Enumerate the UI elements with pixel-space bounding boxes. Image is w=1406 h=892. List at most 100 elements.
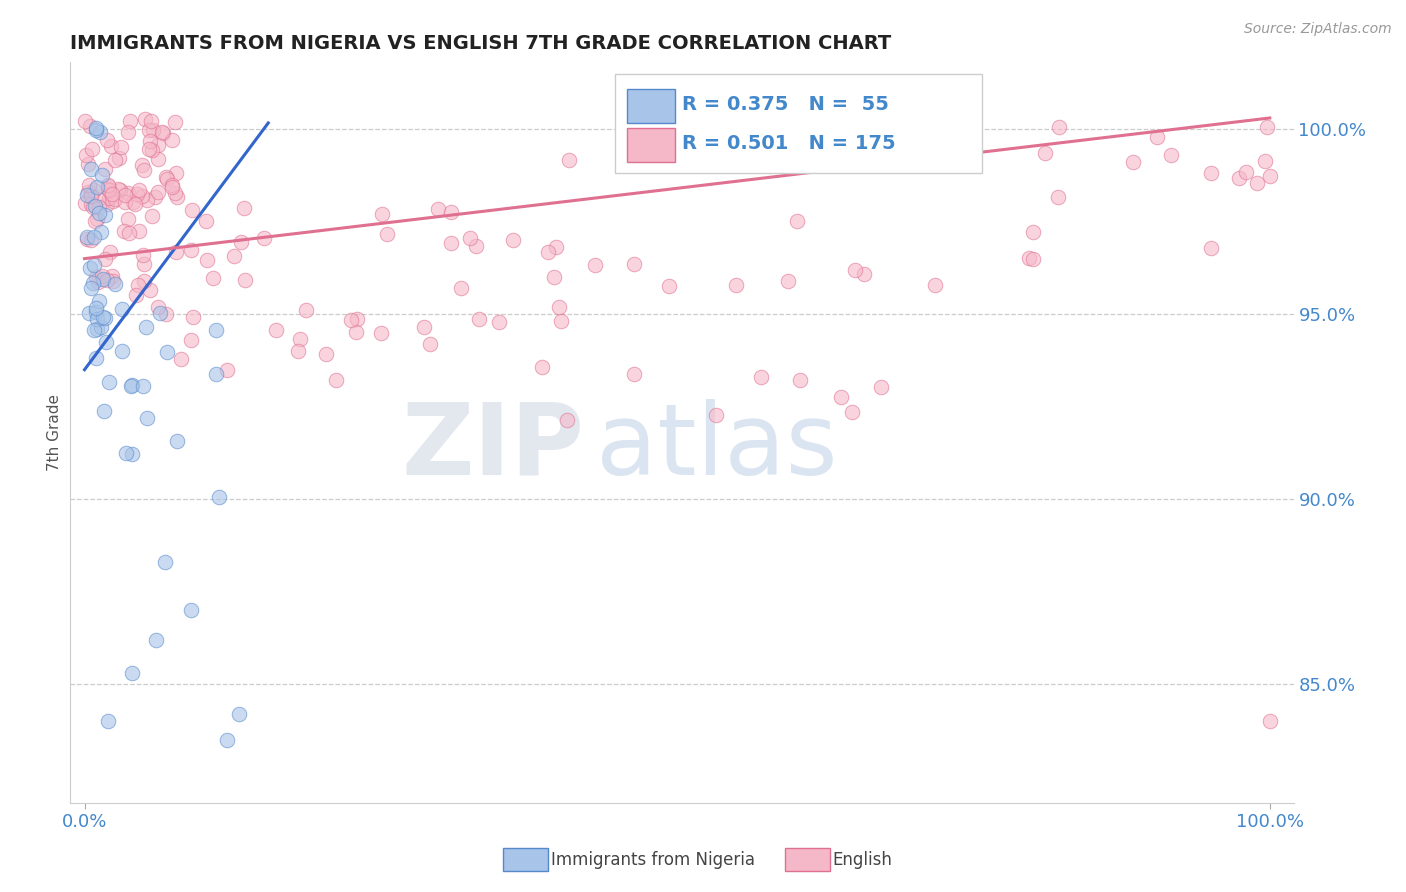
- Point: [841, 404, 863, 418]
- Point: [488, 315, 510, 329]
- Point: [131, 189, 153, 203]
- Point: [138, 283, 160, 297]
- Point: [114, 446, 136, 460]
- Point: [135, 320, 157, 334]
- Point: [583, 258, 606, 272]
- Point: [79, 281, 101, 295]
- Point: [641, 124, 664, 138]
- Point: [79, 188, 101, 202]
- Point: [232, 201, 254, 215]
- Point: [215, 362, 238, 376]
- Point: [110, 140, 132, 154]
- Point: [134, 274, 156, 288]
- Text: IMMIGRANTS FROM NIGERIA VS ENGLISH 7TH GRADE CORRELATION CHART: IMMIGRANTS FROM NIGERIA VS ENGLISH 7TH G…: [70, 34, 891, 53]
- Point: [852, 268, 875, 282]
- Point: [84, 120, 107, 135]
- Point: [112, 224, 135, 238]
- Point: [111, 344, 134, 359]
- Point: [83, 230, 105, 244]
- Point: [83, 323, 105, 337]
- Point: [468, 312, 491, 326]
- Point: [79, 261, 101, 276]
- Text: English: English: [832, 851, 893, 869]
- Point: [132, 257, 155, 271]
- Point: [195, 253, 218, 268]
- Point: [547, 300, 569, 314]
- Point: [96, 273, 118, 287]
- Point: [143, 190, 166, 204]
- Point: [134, 112, 156, 127]
- Point: [89, 125, 111, 139]
- Point: [1146, 130, 1168, 145]
- Point: [146, 137, 169, 152]
- Point: [83, 183, 105, 197]
- Point: [121, 447, 143, 461]
- Point: [1227, 171, 1250, 186]
- Point: [93, 404, 115, 418]
- Point: [413, 319, 436, 334]
- Point: [84, 304, 107, 318]
- Point: [1122, 155, 1144, 169]
- Point: [830, 390, 852, 404]
- Point: [427, 202, 450, 217]
- Point: [97, 178, 120, 192]
- Point: [86, 179, 108, 194]
- Point: [122, 195, 145, 210]
- FancyBboxPatch shape: [614, 73, 981, 173]
- Point: [371, 207, 394, 221]
- Point: [1258, 169, 1281, 184]
- Point: [132, 247, 155, 261]
- Point: [86, 351, 108, 366]
- Point: [76, 232, 98, 246]
- Point: [97, 375, 120, 389]
- Point: [924, 277, 946, 292]
- Point: [181, 202, 204, 217]
- Point: [77, 178, 100, 193]
- Point: [215, 732, 238, 747]
- Point: [623, 257, 645, 271]
- Point: [90, 268, 112, 283]
- Point: [97, 714, 120, 729]
- Point: [127, 277, 149, 292]
- Point: [155, 555, 177, 569]
- Point: [131, 158, 153, 172]
- Point: [201, 270, 224, 285]
- Point: [93, 310, 115, 325]
- Point: [165, 166, 187, 180]
- Point: [86, 192, 108, 206]
- Point: [80, 197, 103, 211]
- Point: [107, 181, 129, 195]
- Point: [94, 161, 117, 176]
- Point: [96, 133, 118, 147]
- Point: [142, 122, 165, 136]
- Point: [287, 344, 309, 359]
- Point: [180, 603, 202, 617]
- Point: [87, 294, 110, 309]
- Point: [91, 310, 114, 325]
- Point: [458, 231, 481, 245]
- Point: [124, 196, 146, 211]
- Point: [86, 312, 108, 326]
- Point: [1047, 190, 1070, 204]
- Point: [104, 192, 127, 206]
- Point: [148, 300, 170, 314]
- Point: [419, 337, 441, 351]
- Text: R = 0.501   N = 175: R = 0.501 N = 175: [682, 135, 896, 153]
- Point: [101, 268, 124, 283]
- Point: [138, 142, 160, 156]
- Text: R = 0.375   N =  55: R = 0.375 N = 55: [682, 95, 889, 114]
- Point: [253, 230, 276, 244]
- Point: [346, 311, 368, 326]
- Point: [150, 125, 173, 139]
- Point: [546, 239, 568, 253]
- Point: [84, 269, 107, 284]
- Point: [704, 408, 727, 422]
- Point: [125, 186, 148, 201]
- Point: [1256, 120, 1278, 134]
- Point: [75, 114, 97, 128]
- Point: [128, 183, 150, 197]
- Point: [138, 134, 160, 148]
- Point: [166, 190, 188, 204]
- Point: [555, 412, 578, 426]
- Point: [1022, 252, 1045, 266]
